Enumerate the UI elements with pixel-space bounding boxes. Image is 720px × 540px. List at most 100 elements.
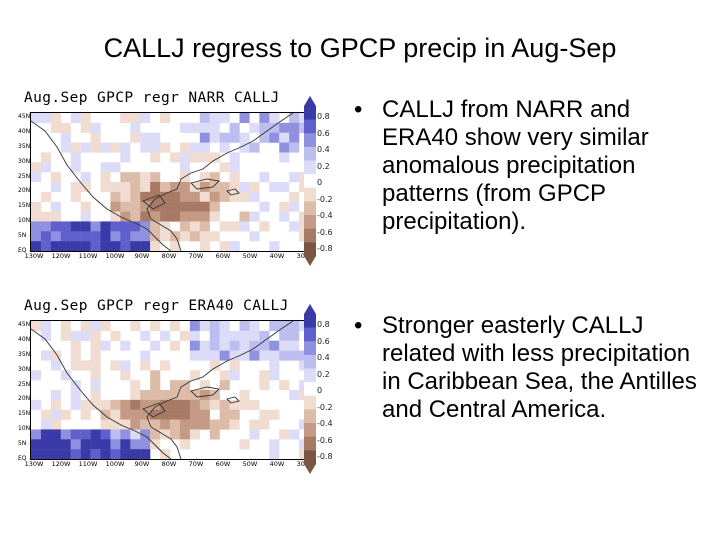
precip-cell [70,113,81,124]
bullet-dot: • [354,312,363,339]
precip-cell [70,399,81,410]
precip-cell [170,429,181,440]
lon-tick-label: 100W [105,252,125,260]
colorbar-segment [304,409,316,424]
precip-cell [199,321,210,332]
precip-cell [239,132,250,143]
precip-cell [160,231,171,242]
precip-cell [120,142,131,153]
colorbar-tick-label: 0.2 [317,161,330,171]
precip-cell [90,350,101,361]
precip-cell [279,380,290,391]
precip-cell [239,211,250,222]
precip-cell [120,201,131,212]
precip-cell [219,399,230,410]
precip-cell [209,419,220,430]
precip-cell [209,191,220,202]
precip-cell [289,429,300,440]
precip-cell [289,113,300,124]
precip-cell [160,142,171,153]
precip-cell [219,330,230,341]
precip-cell [140,113,151,124]
precip-cell [229,152,240,163]
precip-cell [140,241,151,251]
precip-cell [140,449,151,459]
precip-cell [170,390,181,401]
precip-cell [160,182,171,193]
precip-cell [179,390,191,401]
lon-tick-label: 110W [78,252,98,260]
precip-cell [289,142,300,153]
colorbar-segment [304,106,316,120]
precip-cell [279,211,290,222]
colorbar-cap [304,304,316,314]
colorbar-segment [304,423,316,438]
precip-cell [50,113,61,124]
precip-cell [150,132,161,143]
precip-cell [209,113,220,124]
precip-cell [229,132,240,143]
precip-cell [259,350,270,361]
precip-cell [31,370,42,381]
precip-cell [170,380,181,391]
precip-cell [160,409,171,420]
lat-tick-label: 30N [18,157,31,165]
precip-cell [31,162,42,173]
precip-cell [160,201,171,212]
lat-tick-label: 15N [18,410,31,418]
precip-cell [120,409,131,420]
precip-cell [50,409,61,420]
colorbar-tick-label: 0 [317,386,323,395]
precip-cell [170,201,181,212]
precip-cell [209,182,220,193]
precip-cell [70,429,81,440]
precip-cell [279,132,290,143]
precip-cell [259,201,270,212]
precip-cell [50,231,61,242]
precip-cell [140,399,151,410]
precip-cell [150,439,161,450]
lon-tick-label: 40W [269,252,285,260]
colorbar [304,304,316,474]
precip-cell [289,132,300,143]
precip-cell [150,182,161,193]
precip-cell [259,172,270,183]
precip-cell [31,113,42,124]
precip-cell [70,182,81,193]
precip-cell [140,142,151,153]
precip-cell [209,330,220,341]
precip-cell [100,449,111,459]
colorbar-segment [304,395,316,410]
precip-cell [239,113,250,124]
precip-cell [110,182,121,193]
precip-cell [80,122,91,133]
precip-cell [120,241,131,251]
precip-cell [50,172,61,183]
precip-cell [140,350,151,361]
precip-cell [80,172,91,183]
precip-cell [140,360,151,371]
precip-cell [100,409,111,420]
lon-tick-label: 80W [161,252,177,260]
precip-cell [60,132,71,143]
precip-cell [179,419,191,430]
precip-cell [189,340,200,351]
precip-cell [229,122,240,133]
precip-cell [31,399,42,410]
precip-cell [100,162,111,173]
precip-cell [239,221,250,232]
precip-cell [140,409,151,420]
precip-regression-map [30,112,310,252]
precip-cell [60,370,71,381]
precip-cell [130,439,141,450]
precip-cell [160,419,171,430]
precip-cell [130,191,141,202]
colorbar-segment [304,215,316,230]
bullet-dot: • [354,96,363,123]
precip-cell [199,390,210,401]
precip-cell [70,231,81,242]
colorbar-segment [304,146,316,161]
precip-cell [50,241,61,251]
precip-cell [179,182,191,193]
lon-tick-label: 60W [215,252,231,260]
